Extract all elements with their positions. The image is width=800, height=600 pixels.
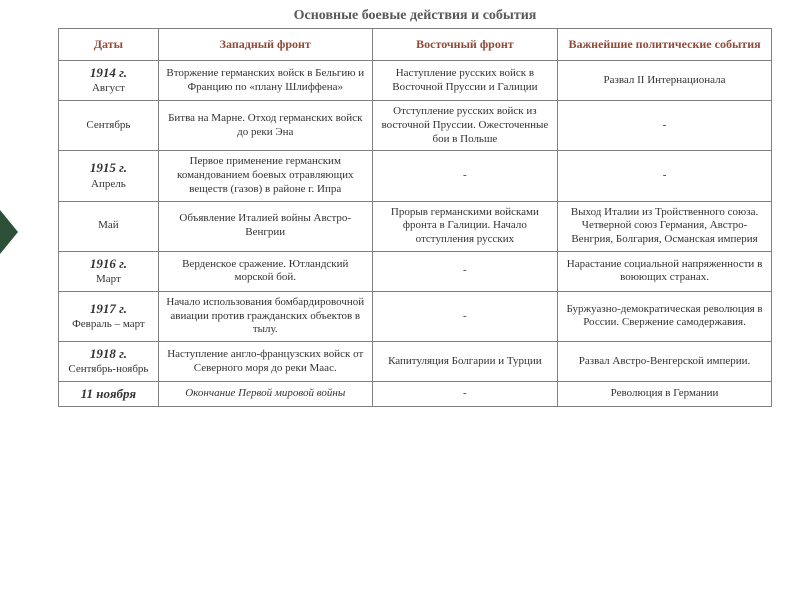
date-sub: Май: [98, 219, 119, 231]
table-row: 11 ноября Окончание Первой мировой войны-…: [59, 382, 772, 407]
cell-west: Вторжение германских войск в Бельгию и Ф…: [158, 61, 372, 101]
date-main: 1918 г.: [65, 346, 152, 362]
cell-political: Развал Австро-Венгерской империи.: [558, 342, 772, 382]
table-row: Сентябрь Битва на Марне. Отход германских…: [59, 101, 772, 151]
cell-political: Революция в Германии: [558, 382, 772, 407]
table-row: 1916 г.МартВерденское сражение. Ютландск…: [59, 251, 772, 291]
date-sub: Март: [65, 273, 152, 287]
table-header-row: Даты Западный фронт Восточный фронт Важн…: [59, 29, 772, 61]
cell-date: Май: [59, 201, 159, 251]
cell-political: -: [558, 151, 772, 201]
date-sub: Апрель: [65, 178, 152, 192]
cell-east: Наступление русских войск в Восточной Пр…: [372, 61, 557, 101]
date-main: 1917 г.: [65, 301, 152, 317]
cell-east: -: [372, 291, 557, 341]
cell-west: Окончание Первой мировой войны: [158, 382, 372, 407]
table-body: 1914 г.АвгустВторжение германских войск …: [59, 61, 772, 407]
cell-date: 1917 г.Февраль – март: [59, 291, 159, 341]
date-main: 1914 г.: [65, 65, 152, 81]
cell-political: -: [558, 101, 772, 151]
cell-east: -: [372, 382, 557, 407]
date-sub: Сентябрь: [86, 119, 130, 131]
cell-east: Капитуляция Болгарии и Турции: [372, 342, 557, 382]
cell-date: 1914 г.Август: [59, 61, 159, 101]
col-header-west: Западный фронт: [158, 29, 372, 61]
events-table: Даты Западный фронт Восточный фронт Важн…: [58, 28, 772, 407]
table-row: 1915 г. Апрель Первое применение германски…: [59, 151, 772, 201]
col-header-east: Восточный фронт: [372, 29, 557, 61]
table-row: 1917 г.Февраль – мартНачало использовани…: [59, 291, 772, 341]
table-row: 1918 г.Сентябрь-ноябрьНаступление англо-…: [59, 342, 772, 382]
cell-date: Сентябрь: [59, 101, 159, 151]
cell-political: Выход Италии из Тройственного союза. Чет…: [558, 201, 772, 251]
cell-west: Объявление Италией войны Австро-Венгрии: [158, 201, 372, 251]
page-title: Основные боевые действия и события: [58, 8, 772, 24]
cell-west: Начало использования бомбардировочной ав…: [158, 291, 372, 341]
col-header-political: Важнейшие политические события: [558, 29, 772, 61]
table-row: 1914 г.АвгустВторжение германских войск …: [59, 61, 772, 101]
col-header-dates: Даты: [59, 29, 159, 61]
cell-political: Нарастание социальной напряженности в во…: [558, 251, 772, 291]
cell-west: Наступление англо-французских войск от С…: [158, 342, 372, 382]
date-main: 11 ноября: [65, 386, 152, 402]
cell-date: 1915 г. Апрель: [59, 151, 159, 201]
page-container: Основные боевые действия и события Даты …: [0, 0, 800, 415]
cell-political: Развал II Интернационала: [558, 61, 772, 101]
cell-west: Верденское сражение. Ютландский морской …: [158, 251, 372, 291]
date-main: 1915 г.: [65, 160, 152, 176]
cell-political: Буржуазно-демократическая революция в Ро…: [558, 291, 772, 341]
table-row: Май Объявление Италией войны Австро-Венгр…: [59, 201, 772, 251]
cell-date: 1918 г.Сентябрь-ноябрь: [59, 342, 159, 382]
cell-east: Прорыв германскими войсками фронта в Гал…: [372, 201, 557, 251]
cell-east: -: [372, 251, 557, 291]
date-sub: Август: [65, 82, 152, 96]
slide-accent-triangle: [0, 210, 18, 254]
cell-date: 11 ноября: [59, 382, 159, 407]
cell-west: Первое применение германским командовани…: [158, 151, 372, 201]
date-sub: Сентябрь-ноябрь: [65, 363, 152, 377]
cell-date: 1916 г.Март: [59, 251, 159, 291]
date-main: 1916 г.: [65, 256, 152, 272]
cell-west: Битва на Марне. Отход германских войск д…: [158, 101, 372, 151]
cell-east: Отступление русских войск из восточной П…: [372, 101, 557, 151]
cell-east: -: [372, 151, 557, 201]
date-sub: Февраль – март: [65, 318, 152, 332]
